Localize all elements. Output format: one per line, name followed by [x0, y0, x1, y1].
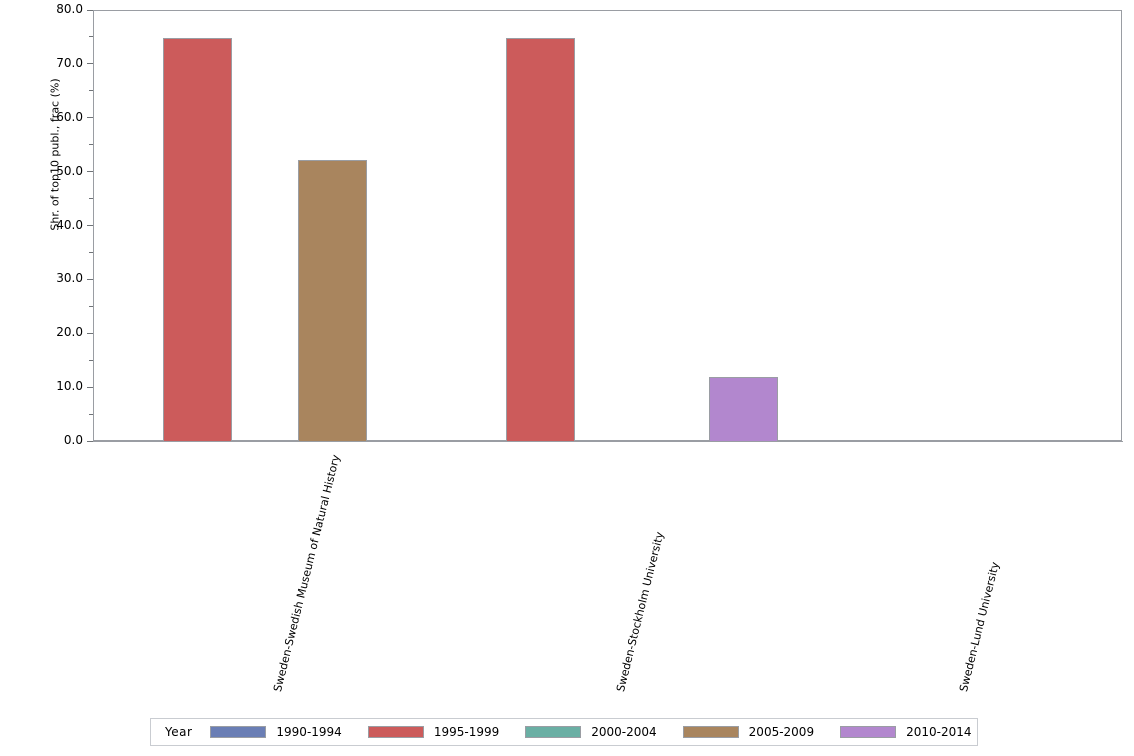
legend-label: 1990-1994: [276, 725, 342, 739]
y-minor-tick-mark: [89, 90, 93, 92]
y-minor-tick-mark: [89, 413, 93, 415]
y-tick-label: 20.0: [56, 325, 83, 340]
y-axis-line: [93, 10, 94, 442]
y-tick-label: 60.0: [56, 109, 83, 124]
x-axis-label-2: Sweden-Lund University: [956, 560, 1002, 694]
y-tick-label: 50.0: [56, 163, 83, 178]
legend-swatch-2010-2014: [840, 726, 897, 738]
bar-2010-2014-1: [709, 376, 778, 442]
y-minor-tick-mark: [89, 198, 93, 200]
legend-label: 2000-2004: [591, 725, 657, 739]
y-tick-mark: [87, 440, 93, 442]
legend-item-2000-2004[interactable]: 2000-2004: [525, 725, 657, 739]
y-tick-label: 30.0: [56, 271, 83, 286]
y-tick-mark: [87, 117, 93, 119]
x-axis-label-0: Sweden-Swedish Museum of Natural History: [270, 453, 343, 694]
y-minor-tick-mark: [89, 359, 93, 361]
legend-swatch-1995-1999: [367, 726, 424, 738]
y-tick-mark: [87, 332, 93, 334]
y-minor-tick-mark: [89, 251, 93, 253]
y-tick-mark: [87, 63, 93, 65]
legend-label: 1995-1999: [433, 725, 500, 739]
y-minor-tick-mark: [89, 144, 93, 146]
legend-swatch-2000-2004: [525, 726, 582, 738]
y-tick-mark: [87, 9, 93, 11]
legend-title: Year: [165, 725, 193, 739]
x-axis-line: [93, 441, 1123, 442]
y-tick-label: 0.0: [63, 433, 83, 447]
legend-item-2005-2009[interactable]: 2005-2009: [682, 725, 815, 739]
bar-1995-1999-0: [163, 38, 232, 442]
legend-items: 1990-1994 1995-1999 2000-2004 2005-2009 2010…: [210, 725, 997, 739]
legend-item-2010-2014[interactable]: 2010-2014: [840, 725, 972, 739]
y-tick-mark: [87, 225, 93, 226]
y-tick-label: 70.0: [56, 55, 83, 70]
legend-item-1995-1999[interactable]: 1995-1999: [367, 725, 500, 739]
y-tick-mark: [87, 386, 93, 388]
legend-swatch-2005-2009: [682, 726, 739, 738]
legend-item-1990-1994[interactable]: 1990-1994: [210, 725, 342, 739]
y-minor-tick-mark: [89, 36, 93, 38]
y-tick-label: 40.0: [56, 217, 83, 232]
y-axis-label: Shr. of top10 publ., frac (%): [48, 78, 62, 231]
y-tick-label: 80.0: [56, 2, 83, 16]
y-tick-mark: [87, 278, 93, 280]
legend-label: 2005-2009: [748, 725, 815, 739]
y-minor-tick-mark: [89, 305, 93, 307]
legend: Year 1990-1994 1995-1999 2000-2004 2005-200…: [150, 718, 978, 746]
bar-2005-2009-0: [298, 159, 367, 442]
x-axis-label-1: Sweden-Stockholm University: [613, 530, 666, 694]
y-tick-label: 10.0: [56, 379, 83, 394]
bar-1995-1999-1: [506, 38, 575, 442]
legend-swatch-1990-1994: [210, 726, 267, 738]
legend-label: 2010-2014: [906, 725, 972, 739]
y-tick-mark: [87, 171, 93, 173]
plot-area: [93, 10, 1122, 441]
